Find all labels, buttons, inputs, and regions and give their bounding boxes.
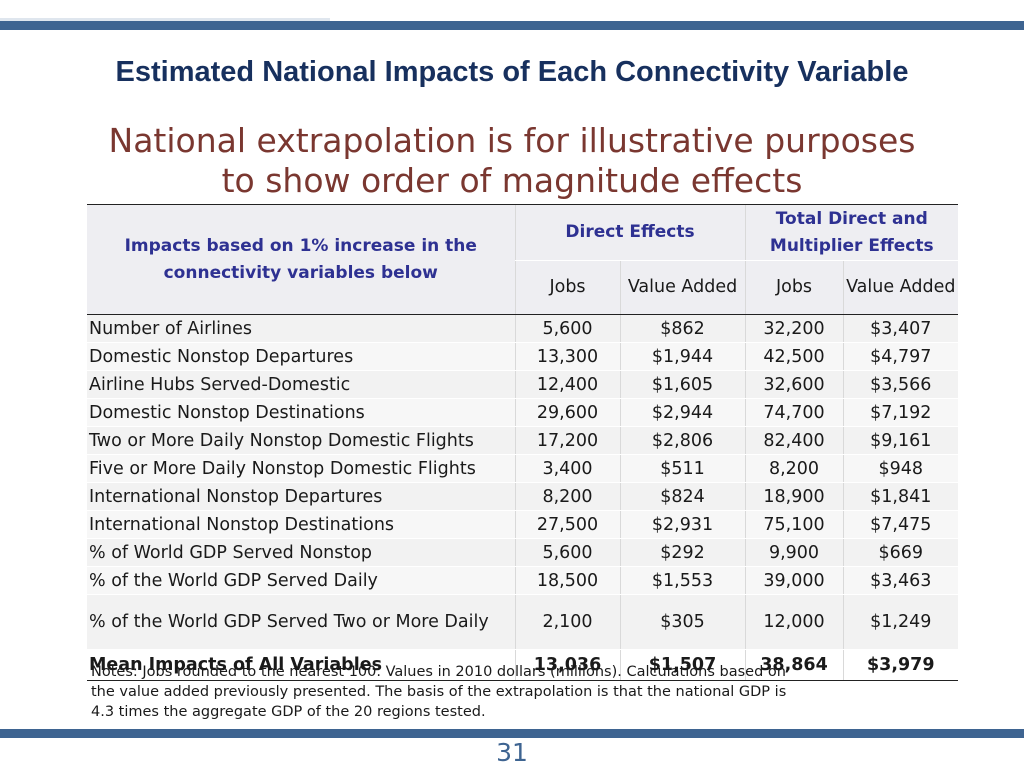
table-row: International Nonstop Departures 8,200 $… <box>87 482 959 511</box>
total-value-added-cell: $7,192 <box>842 398 959 427</box>
direct-value-added-cell: $1,944 <box>619 342 745 371</box>
direct-jobs-cell: 18,500 <box>514 566 620 595</box>
total-value-added-cell: $948 <box>842 454 959 483</box>
total-value-added-cell: $1,249 <box>842 594 959 650</box>
direct-value-added-cell: $2,806 <box>619 426 745 455</box>
row-label: % of the World GDP Served Daily <box>87 566 515 595</box>
direct-value-added-cell: $862 <box>619 314 745 343</box>
direct-value-added-header: Value Added <box>619 260 745 315</box>
total-value-added-cell: $1,841 <box>842 482 959 511</box>
direct-value-added-cell: $2,944 <box>619 398 745 427</box>
total-jobs-header: Jobs <box>744 260 843 315</box>
table-row: % of the World GDP Served Daily 18,500 $… <box>87 566 959 595</box>
mean-total-jobs-cell: 38,864 <box>744 649 843 681</box>
direct-value-added-cell: $292 <box>619 538 745 567</box>
direct-jobs-cell: 8,200 <box>514 482 620 511</box>
mean-row: Mean Impacts of All Variables 13,036 $1,… <box>87 649 959 681</box>
direct-jobs-cell: 5,600 <box>514 314 620 343</box>
direct-value-added-cell: $1,605 <box>619 370 745 399</box>
total-value-added-cell: $4,797 <box>842 342 959 371</box>
total-jobs-cell: 42,500 <box>744 342 843 371</box>
bottom-accent-bar <box>0 729 1024 738</box>
table-row: Airline Hubs Served-Domestic 12,400 $1,6… <box>87 370 959 399</box>
subtitle-line-1: National extrapolation is for illustrati… <box>108 121 916 160</box>
row-label: Domestic Nonstop Destinations <box>87 398 515 427</box>
table-row: % of the World GDP Served Two or More Da… <box>87 594 959 650</box>
table-row: Two or More Daily Nonstop Domestic Fligh… <box>87 426 959 455</box>
row-label: % of World GDP Served Nonstop <box>87 538 515 567</box>
direct-jobs-cell: 27,500 <box>514 510 620 539</box>
total-jobs-cell: 8,200 <box>744 454 843 483</box>
row-label: Five or More Daily Nonstop Domestic Flig… <box>87 454 515 483</box>
slide-subtitle: National extrapolation is for illustrati… <box>0 121 1024 201</box>
total-value-added-cell: $3,566 <box>842 370 959 399</box>
direct-value-added-cell: $305 <box>619 594 745 650</box>
corner-header: Impacts based on 1% increase in the conn… <box>87 204 515 315</box>
table-row: Number of Airlines 5,600 $862 32,200 $3,… <box>87 314 959 343</box>
total-jobs-cell: 82,400 <box>744 426 843 455</box>
table-row: Domestic Nonstop Destinations 29,600 $2,… <box>87 398 959 427</box>
direct-jobs-cell: 13,300 <box>514 342 620 371</box>
direct-value-added-cell: $824 <box>619 482 745 511</box>
row-label: % of the World GDP Served Two or More Da… <box>87 594 515 650</box>
total-value-added-cell: $669 <box>842 538 959 567</box>
total-jobs-cell: 75,100 <box>744 510 843 539</box>
total-value-added-cell: $9,161 <box>842 426 959 455</box>
direct-jobs-cell: 3,400 <box>514 454 620 483</box>
table-row: International Nonstop Destinations 27,50… <box>87 510 959 539</box>
direct-jobs-cell: 12,400 <box>514 370 620 399</box>
direct-jobs-cell: 5,600 <box>514 538 620 567</box>
total-value-added-cell: $7,475 <box>842 510 959 539</box>
mean-row-label: Mean Impacts of All Variables <box>87 649 515 681</box>
mean-direct-jobs-cell: 13,036 <box>514 649 620 681</box>
total-value-added-cell: $3,407 <box>842 314 959 343</box>
table-row: Five or More Daily Nonstop Domestic Flig… <box>87 454 959 483</box>
direct-jobs-cell: 2,100 <box>514 594 620 650</box>
subtitle-line-2: to show order of magnitude effects <box>221 161 803 200</box>
top-accent-bar <box>0 18 1024 30</box>
total-jobs-cell: 12,000 <box>744 594 843 650</box>
mean-total-value-added-cell: $3,979 <box>842 649 959 681</box>
total-value-added-cell: $3,463 <box>842 566 959 595</box>
total-jobs-cell: 74,700 <box>744 398 843 427</box>
total-jobs-cell: 18,900 <box>744 482 843 511</box>
total-value-added-header: Value Added <box>842 260 959 315</box>
mean-direct-value-added-cell: $1,507 <box>619 649 745 681</box>
direct-value-added-cell: $2,931 <box>619 510 745 539</box>
impacts-table: Impacts based on 1% increase in the conn… <box>87 204 959 681</box>
direct-value-added-cell: $511 <box>619 454 745 483</box>
slide-title: Estimated National Impacts of Each Conne… <box>115 56 909 88</box>
total-jobs-cell: 32,600 <box>744 370 843 399</box>
table-row: Domestic Nonstop Departures 13,300 $1,94… <box>87 342 959 371</box>
direct-jobs-header: Jobs <box>514 260 620 315</box>
row-label: International Nonstop Departures <box>87 482 515 511</box>
row-label: Airline Hubs Served-Domestic <box>87 370 515 399</box>
page-number: 31 <box>496 738 528 767</box>
total-jobs-cell: 9,900 <box>744 538 843 567</box>
direct-jobs-cell: 17,200 <box>514 426 620 455</box>
table-row: % of World GDP Served Nonstop 5,600 $292… <box>87 538 959 567</box>
direct-jobs-cell: 29,600 <box>514 398 620 427</box>
row-label: Domestic Nonstop Departures <box>87 342 515 371</box>
table-body: Number of Airlines 5,600 $862 32,200 $3,… <box>87 314 959 681</box>
footnote: Notes: Jobs rounded to the nearest 100. … <box>91 664 787 720</box>
row-label: Two or More Daily Nonstop Domestic Fligh… <box>87 426 515 455</box>
direct-effects-header: Direct Effects <box>514 204 745 261</box>
row-label: Number of Airlines <box>87 314 515 343</box>
total-jobs-cell: 32,200 <box>744 314 843 343</box>
row-label: International Nonstop Destinations <box>87 510 515 539</box>
total-effects-header: Total Direct and Multiplier Effects <box>744 204 959 261</box>
direct-value-added-cell: $1,553 <box>619 566 745 595</box>
total-jobs-cell: 39,000 <box>744 566 843 595</box>
